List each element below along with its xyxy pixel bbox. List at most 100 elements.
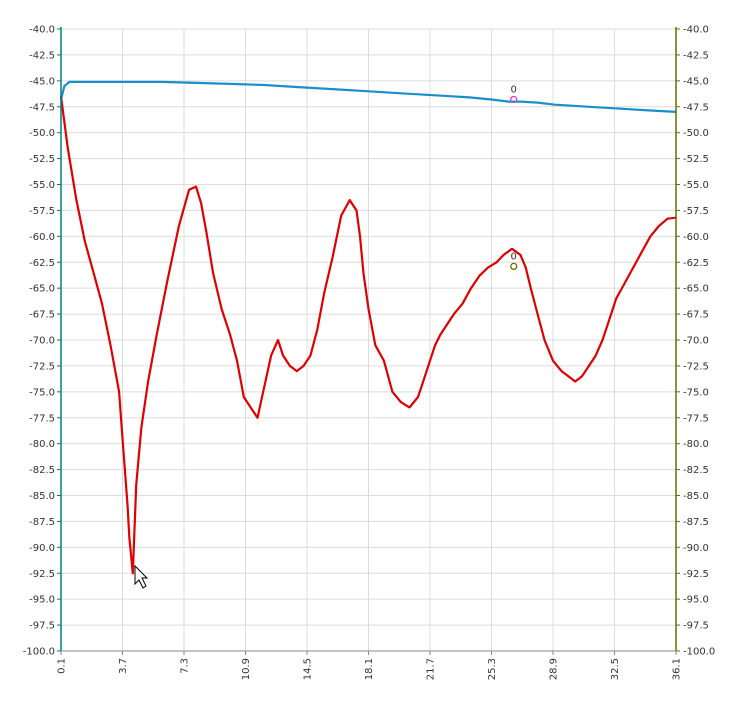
- series-1-point: [588, 105, 590, 108]
- y-tick-label-right: -85.0: [683, 491, 709, 502]
- series-2-point: [126, 505, 129, 507]
- y-tick-label-right: -70.0: [683, 336, 709, 347]
- x-tick-label: 32.5: [610, 658, 621, 680]
- series-2-point: [92, 271, 95, 274]
- series-1-point: [536, 101, 539, 104]
- series-2-point: [594, 354, 597, 357]
- y-tick-label-right: -52.5: [683, 154, 709, 165]
- series-2-point: [220, 308, 223, 310]
- series-2-point: [166, 282, 168, 284]
- series-2-point: [323, 292, 325, 295]
- series-2-point: [109, 344, 112, 346]
- series-2-point: [429, 359, 431, 362]
- y-tick-label-right: -92.5: [683, 569, 709, 580]
- series-2-point: [282, 354, 284, 357]
- series-2-point: [552, 359, 554, 362]
- y-tick-label-left: -45.0: [29, 76, 55, 87]
- series-2-point: [519, 254, 522, 256]
- series-1-point: [229, 83, 231, 85]
- series-1-point: [63, 85, 66, 87]
- y-tick-label-right: -40.0: [683, 25, 709, 36]
- axes: -40.0 -40.0 -42.5 -42.5 -45.0 -45.0 -47.5 -47.5…: [23, 25, 716, 681]
- series-2-point: [374, 344, 377, 346]
- series-2-point: [121, 437, 124, 440]
- y-tick-label-right: -75.0: [683, 387, 709, 398]
- y-tick-label-left: -75.0: [29, 387, 55, 398]
- series-2-point: [348, 199, 351, 201]
- y-tick-label-left: -70.0: [29, 336, 55, 347]
- y-tick-label-left: -47.5: [29, 102, 55, 113]
- series-2-point: [391, 391, 394, 393]
- series-2-point: [581, 375, 583, 378]
- x-tick-label: 28.9: [549, 658, 560, 680]
- series-1-point: [656, 110, 659, 112]
- y-tick-label-right: -80.0: [683, 439, 709, 450]
- y-tick-label-right: -65.0: [683, 284, 709, 295]
- series-2-point: [340, 214, 342, 217]
- y-tick-label-right: -50.0: [683, 128, 709, 139]
- series-2-point: [478, 274, 481, 277]
- y-tick-label-left: -65.0: [29, 284, 55, 295]
- series-2-point: [101, 302, 103, 305]
- series-1-point: [639, 109, 641, 111]
- series-1-point: [126, 81, 129, 83]
- series-2-point: [295, 370, 298, 372]
- series-2-point: [524, 266, 527, 269]
- series-2-point: [147, 380, 149, 383]
- y-tick-label-left: -50.0: [29, 128, 55, 139]
- y-tick-label-left: -40.0: [29, 25, 55, 36]
- y-tick-label-left: -62.5: [29, 258, 55, 269]
- series-2-point: [118, 391, 120, 393]
- x-tick-label: 14.5: [303, 658, 314, 680]
- series-2-point: [560, 370, 563, 372]
- series-2-point: [601, 339, 604, 341]
- series-2-marker: [510, 262, 518, 271]
- series-2-point: [205, 230, 208, 232]
- y-tick-label-right: -57.5: [683, 206, 709, 217]
- series-2-point: [263, 385, 266, 388]
- y-tick-label-left: -100.0: [23, 647, 55, 658]
- series-1-point: [400, 92, 402, 95]
- y-tick-label-right: -87.5: [683, 517, 709, 528]
- series-2-point: [574, 380, 577, 383]
- y-tick-label-left: -67.5: [29, 310, 55, 321]
- series-2-point: [623, 282, 626, 284]
- series-2-point: [487, 266, 489, 269]
- series-2-point: [316, 328, 319, 331]
- y-tick-label-right: -60.0: [683, 232, 709, 243]
- series-2-point: [188, 188, 190, 191]
- series-2-point: [408, 406, 411, 409]
- y-tick-label-right: -47.5: [683, 102, 709, 113]
- x-tick-label: 0.1: [57, 658, 68, 674]
- series-2-point: [422, 380, 424, 383]
- y-tick-label-left: -55.0: [29, 180, 55, 191]
- series-1-point: [570, 104, 573, 107]
- series-1-point: [68, 81, 71, 83]
- y-tick-label-right: -42.5: [683, 50, 709, 61]
- y-tick-label-left: -97.5: [29, 621, 55, 632]
- y-tick-label-right: -77.5: [683, 413, 709, 424]
- series-1-point: [297, 86, 300, 88]
- y-tick-label-left: -92.5: [29, 569, 55, 580]
- y-tick-label-right: -90.0: [683, 543, 709, 554]
- y-tick-label-right: -45.0: [683, 76, 709, 87]
- marker-group: 00: [510, 84, 518, 271]
- series-2-point: [666, 217, 669, 220]
- series-2-point: [155, 334, 158, 336]
- series-2-point: [309, 354, 312, 357]
- y-tick-label-right: -82.5: [683, 465, 709, 476]
- series-2-point: [536, 313, 539, 315]
- y-tick-label-left: -42.5: [29, 50, 55, 61]
- series-2-point: [242, 396, 245, 398]
- series-2-point: [446, 323, 448, 326]
- series-2-point: [567, 375, 570, 378]
- series-2-point: [131, 572, 134, 575]
- y-tick-label-left: -60.0: [29, 232, 55, 243]
- x-tick-label: 3.7: [118, 658, 129, 674]
- y-tick-label-left: -90.0: [29, 543, 55, 554]
- series-2-point: [502, 254, 505, 256]
- series-2-point: [195, 185, 197, 188]
